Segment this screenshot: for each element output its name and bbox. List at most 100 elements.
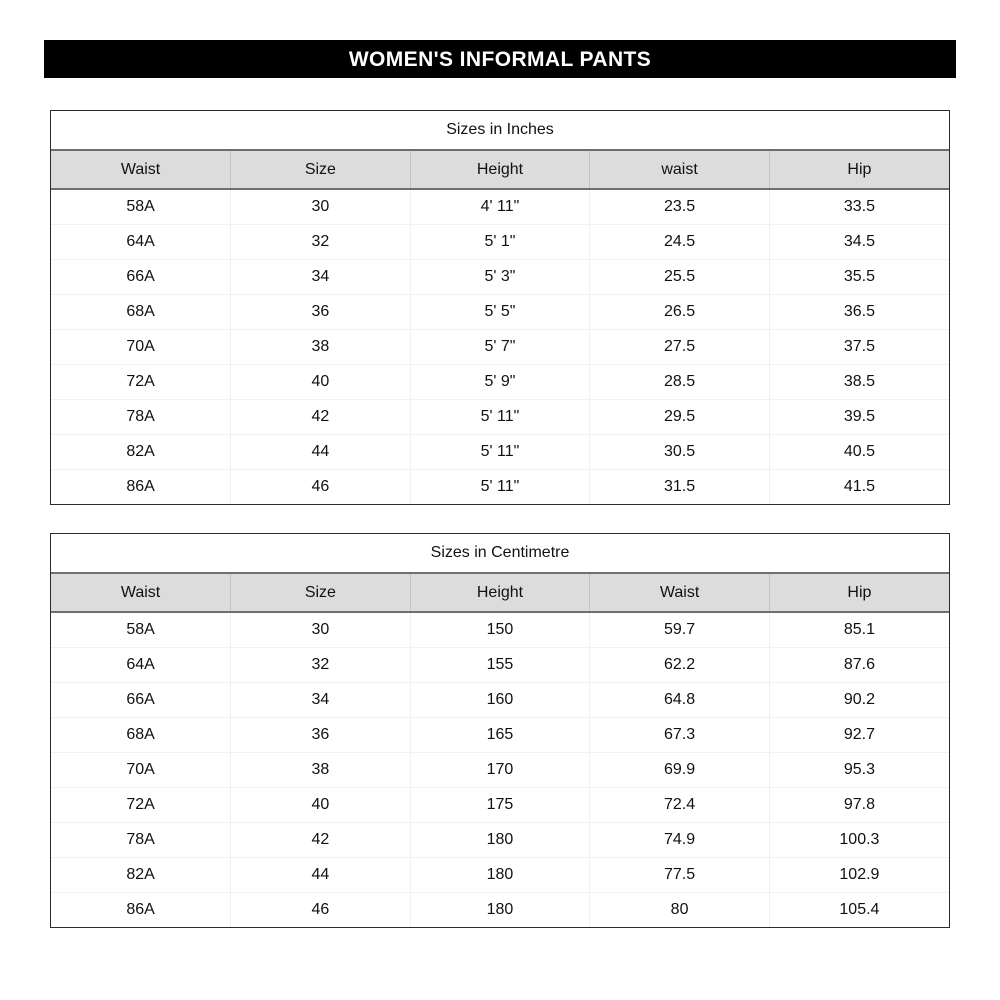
cell-centimetre-4-0: 70A xyxy=(51,752,232,788)
title-banner: WOMEN'S INFORMAL PANTS xyxy=(44,40,956,78)
cell-inches-7-3: 30.5 xyxy=(589,434,770,470)
cell-inches-6-1: 42 xyxy=(230,399,411,435)
cell-centimetre-2-1: 34 xyxy=(230,682,411,718)
column-header-centimetre-4: Hip xyxy=(769,573,949,613)
cell-inches-8-0: 86A xyxy=(51,469,232,504)
cell-inches-4-1: 38 xyxy=(230,329,411,365)
cell-centimetre-7-3: 77.5 xyxy=(589,857,770,893)
cell-inches-5-0: 72A xyxy=(51,364,232,400)
cell-inches-0-4: 33.5 xyxy=(769,189,949,225)
cell-inches-8-1: 46 xyxy=(230,469,411,504)
cell-centimetre-0-0: 58A xyxy=(51,612,232,648)
column-header-centimetre-3: Waist xyxy=(589,573,770,613)
page-title: WOMEN'S INFORMAL PANTS xyxy=(348,47,652,71)
table-header-row: Waist Size Height Waist Hip xyxy=(51,573,949,613)
table-row: 68A 36 5' 5" 26.5 36.5 xyxy=(51,294,949,330)
table-caption: Sizes in Inches xyxy=(51,111,949,151)
cell-centimetre-1-4: 87.6 xyxy=(769,647,949,683)
column-header-inches-3: waist xyxy=(589,150,770,190)
cell-inches-3-4: 36.5 xyxy=(769,294,949,330)
size-table-inches: Sizes in Inches Waist Size Height waist Hip 58… xyxy=(50,110,950,505)
cell-inches-6-2: 5' 11" xyxy=(410,399,591,435)
cell-inches-3-2: 5' 5" xyxy=(410,294,591,330)
column-header-inches-0: Waist xyxy=(51,150,232,190)
cell-inches-7-0: 82A xyxy=(51,434,232,470)
table-row: 70A 38 5' 7" 27.5 37.5 xyxy=(51,329,949,365)
table-row: 68A 36 165 67.3 92.7 xyxy=(51,717,949,753)
cell-centimetre-5-3: 72.4 xyxy=(589,787,770,823)
cell-centimetre-1-2: 155 xyxy=(410,647,591,683)
cell-centimetre-3-4: 92.7 xyxy=(769,717,949,753)
cell-inches-5-3: 28.5 xyxy=(589,364,770,400)
table-row: 72A 40 175 72.4 97.8 xyxy=(51,787,949,823)
cell-inches-5-2: 5' 9" xyxy=(410,364,591,400)
cell-centimetre-7-0: 82A xyxy=(51,857,232,893)
column-header-centimetre-0: Waist xyxy=(51,573,232,613)
table-row: 72A 40 5' 9" 28.5 38.5 xyxy=(51,364,949,400)
cell-inches-6-3: 29.5 xyxy=(589,399,770,435)
cell-centimetre-2-0: 66A xyxy=(51,682,232,718)
cell-centimetre-4-3: 69.9 xyxy=(589,752,770,788)
cell-inches-0-2: 4' 11" xyxy=(410,189,591,225)
cell-centimetre-2-2: 160 xyxy=(410,682,591,718)
table-row: 78A 42 5' 11" 29.5 39.5 xyxy=(51,399,949,435)
cell-inches-4-2: 5' 7" xyxy=(410,329,591,365)
cell-centimetre-4-4: 95.3 xyxy=(769,752,949,788)
cell-centimetre-0-3: 59.7 xyxy=(589,612,770,648)
cell-inches-8-2: 5' 11" xyxy=(410,469,591,504)
column-header-centimetre-2: Height xyxy=(410,573,591,613)
cell-inches-0-3: 23.5 xyxy=(589,189,770,225)
centimetre-body: Sizes in Centimetre Waist Size Height Waist H… xyxy=(51,534,949,927)
cell-inches-2-0: 66A xyxy=(51,259,232,295)
cell-inches-3-0: 68A xyxy=(51,294,232,330)
cell-centimetre-8-1: 46 xyxy=(230,892,411,927)
cell-centimetre-3-0: 68A xyxy=(51,717,232,753)
inches-grid: Sizes in Inches Waist Size Height waist Hip 58… xyxy=(51,111,949,504)
column-header-inches-1: Size xyxy=(230,150,411,190)
column-header-inches-2: Height xyxy=(410,150,591,190)
cell-inches-7-1: 44 xyxy=(230,434,411,470)
table-row: 86A 46 5' 11" 31.5 41.5 xyxy=(51,469,949,504)
cell-centimetre-0-2: 150 xyxy=(410,612,591,648)
cell-centimetre-2-3: 64.8 xyxy=(589,682,770,718)
cell-inches-2-2: 5' 3" xyxy=(410,259,591,295)
cell-inches-4-0: 70A xyxy=(51,329,232,365)
cell-inches-3-1: 36 xyxy=(230,294,411,330)
cell-centimetre-5-1: 40 xyxy=(230,787,411,823)
table-row: 58A 30 4' 11" 23.5 33.5 xyxy=(51,189,949,225)
cell-inches-4-4: 37.5 xyxy=(769,329,949,365)
cell-inches-6-4: 39.5 xyxy=(769,399,949,435)
cell-inches-1-4: 34.5 xyxy=(769,224,949,260)
table-row: 58A 30 150 59.7 85.1 xyxy=(51,612,949,648)
cell-inches-4-3: 27.5 xyxy=(589,329,770,365)
cell-centimetre-5-4: 97.8 xyxy=(769,787,949,823)
cell-inches-5-1: 40 xyxy=(230,364,411,400)
table-header-row: Waist Size Height waist Hip xyxy=(51,150,949,190)
table-caption: Sizes in Centimetre xyxy=(51,534,949,574)
table-row: 86A 46 180 80 105.4 xyxy=(51,892,949,927)
cell-centimetre-1-0: 64A xyxy=(51,647,232,683)
cell-centimetre-7-2: 180 xyxy=(410,857,591,893)
cell-inches-0-0: 58A xyxy=(51,189,232,225)
table-row: 64A 32 155 62.2 87.6 xyxy=(51,647,949,683)
cell-centimetre-0-4: 85.1 xyxy=(769,612,949,648)
cell-centimetre-3-1: 36 xyxy=(230,717,411,753)
cell-centimetre-3-2: 165 xyxy=(410,717,591,753)
cell-centimetre-6-3: 74.9 xyxy=(589,822,770,858)
cell-centimetre-3-3: 67.3 xyxy=(589,717,770,753)
cell-inches-6-0: 78A xyxy=(51,399,232,435)
cell-centimetre-4-2: 170 xyxy=(410,752,591,788)
cell-centimetre-1-1: 32 xyxy=(230,647,411,683)
cell-inches-7-4: 40.5 xyxy=(769,434,949,470)
cell-inches-5-4: 38.5 xyxy=(769,364,949,400)
cell-centimetre-6-2: 180 xyxy=(410,822,591,858)
cell-centimetre-4-1: 38 xyxy=(230,752,411,788)
cell-centimetre-6-1: 42 xyxy=(230,822,411,858)
inches-body: Sizes in Inches Waist Size Height waist Hip 58… xyxy=(51,111,949,504)
cell-centimetre-6-4: 100.3 xyxy=(769,822,949,858)
size-table-centimetre: Sizes in Centimetre Waist Size Height Waist H… xyxy=(50,533,950,928)
cell-inches-1-1: 32 xyxy=(230,224,411,260)
table-row: 66A 34 5' 3" 25.5 35.5 xyxy=(51,259,949,295)
cell-centimetre-7-4: 102.9 xyxy=(769,857,949,893)
